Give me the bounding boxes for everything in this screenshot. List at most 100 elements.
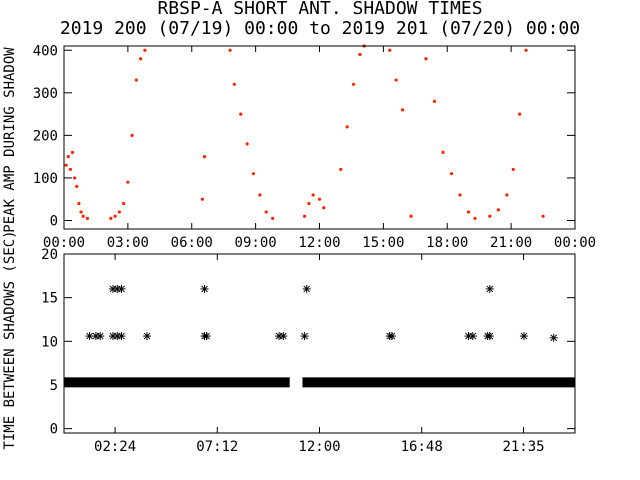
data-point bbox=[130, 133, 134, 137]
time-between-plot-frame bbox=[63, 253, 576, 434]
data-point bbox=[264, 210, 268, 214]
data-point bbox=[302, 284, 311, 293]
data-point bbox=[239, 112, 243, 116]
data-point bbox=[387, 332, 396, 341]
data-point bbox=[200, 284, 209, 293]
data-point bbox=[73, 176, 77, 180]
data-point bbox=[524, 48, 528, 52]
baseline-point-band bbox=[64, 377, 290, 388]
data-point bbox=[109, 216, 113, 220]
data-point bbox=[70, 150, 75, 154]
data-point bbox=[302, 214, 307, 218]
time-between-panel: 02:24 07:12 12:00 16:48 21:35 0 5 10 15 20 TIME B… bbox=[2, 230, 576, 455]
data-point bbox=[200, 197, 204, 201]
data-point bbox=[458, 193, 462, 197]
x-tick-label: 09:00 bbox=[235, 235, 277, 251]
data-point bbox=[488, 214, 492, 218]
peak-amp-y-axis-label: PEAK AMP DURING SHADOW bbox=[2, 47, 18, 233]
data-point bbox=[79, 210, 83, 214]
data-point bbox=[139, 57, 143, 61]
x-tick-label: 18:00 bbox=[426, 235, 468, 251]
data-point bbox=[394, 78, 398, 82]
data-point bbox=[388, 48, 392, 52]
peak-amp-axes: 00:00 03:00 06:00 09:00 12:00 15:00 18:00 21:00… bbox=[33, 43, 596, 251]
x-tick-label: 12:00 bbox=[298, 235, 340, 251]
time-between-y-axis-label: TIME BETWEEN SHADOWS (SEC) bbox=[2, 230, 18, 449]
chart-subtitle-date-range: 2019 200 (07/19) 00:00 to 2019 201 (07/2… bbox=[60, 18, 580, 39]
data-point bbox=[64, 163, 68, 167]
data-point bbox=[541, 214, 545, 218]
data-point bbox=[511, 167, 515, 172]
x-tick-label: 00:00 bbox=[554, 235, 596, 251]
x-tick-label: 03:00 bbox=[107, 235, 149, 251]
data-point bbox=[351, 82, 356, 86]
data-point bbox=[122, 201, 126, 206]
data-point bbox=[117, 210, 121, 214]
chart-title: RBSP-A SHORT ANT. SHADOW TIMES bbox=[157, 0, 482, 19]
data-point bbox=[518, 112, 522, 116]
data-point bbox=[245, 142, 249, 146]
data-point bbox=[202, 332, 211, 341]
data-point bbox=[322, 206, 326, 210]
data-point bbox=[449, 172, 454, 176]
data-point bbox=[81, 214, 85, 218]
data-point bbox=[68, 167, 72, 172]
data-point bbox=[409, 214, 413, 218]
y-tick-label: 10 bbox=[41, 334, 58, 350]
data-point bbox=[279, 332, 288, 341]
peak-amp-plot-frame bbox=[63, 45, 576, 230]
data-point bbox=[143, 48, 147, 52]
x-tick-label: 07:12 bbox=[196, 439, 238, 455]
data-point bbox=[468, 332, 477, 341]
data-point bbox=[485, 332, 494, 341]
y-tick-label: 0 bbox=[50, 213, 58, 229]
x-tick-label: 12:00 bbox=[298, 439, 340, 455]
data-point bbox=[271, 216, 275, 220]
data-point bbox=[339, 167, 343, 172]
data-point bbox=[311, 193, 315, 197]
data-point bbox=[358, 52, 362, 57]
peak-amp-points bbox=[64, 44, 545, 220]
data-point bbox=[75, 184, 79, 189]
data-point bbox=[258, 193, 262, 197]
data-point bbox=[432, 99, 437, 103]
data-point bbox=[143, 332, 152, 341]
data-point bbox=[400, 108, 405, 112]
x-tick-label: 21:35 bbox=[502, 439, 544, 455]
y-tick-label: 5 bbox=[50, 378, 58, 394]
x-tick-label: 15:00 bbox=[362, 235, 404, 251]
y-tick-label: 15 bbox=[41, 291, 58, 307]
data-point bbox=[505, 193, 509, 197]
data-point bbox=[96, 332, 105, 341]
data-point bbox=[85, 216, 90, 220]
data-point bbox=[307, 201, 311, 206]
data-point bbox=[549, 333, 558, 342]
y-tick-label: 20 bbox=[41, 247, 58, 263]
data-point bbox=[228, 48, 232, 52]
x-tick-label: 06:00 bbox=[171, 235, 213, 251]
data-point bbox=[300, 332, 309, 341]
data-point bbox=[441, 150, 445, 154]
data-point bbox=[424, 57, 428, 61]
data-point bbox=[317, 197, 322, 201]
data-point bbox=[251, 172, 256, 176]
data-point bbox=[473, 216, 477, 220]
data-point bbox=[126, 180, 130, 184]
data-point bbox=[232, 82, 236, 86]
peak-amp-panel: 00:00 03:00 06:00 09:00 12:00 15:00 18:00 21:00… bbox=[2, 43, 596, 251]
x-tick-label: 16:48 bbox=[401, 439, 443, 455]
y-tick-label: 400 bbox=[33, 43, 58, 59]
time-between-axes: 02:24 07:12 12:00 16:48 21:35 0 5 10 15 20 bbox=[41, 247, 575, 455]
x-tick-label: 00:00 bbox=[43, 235, 85, 251]
y-tick-label: 0 bbox=[50, 422, 58, 438]
data-point bbox=[466, 210, 471, 214]
y-tick-label: 200 bbox=[33, 128, 58, 144]
data-point bbox=[345, 125, 349, 129]
data-point bbox=[202, 155, 207, 159]
data-point bbox=[117, 284, 126, 293]
data-point bbox=[77, 201, 81, 206]
baseline-point-band bbox=[302, 377, 575, 388]
x-tick-label: 02:24 bbox=[94, 439, 136, 455]
data-point bbox=[519, 332, 528, 341]
